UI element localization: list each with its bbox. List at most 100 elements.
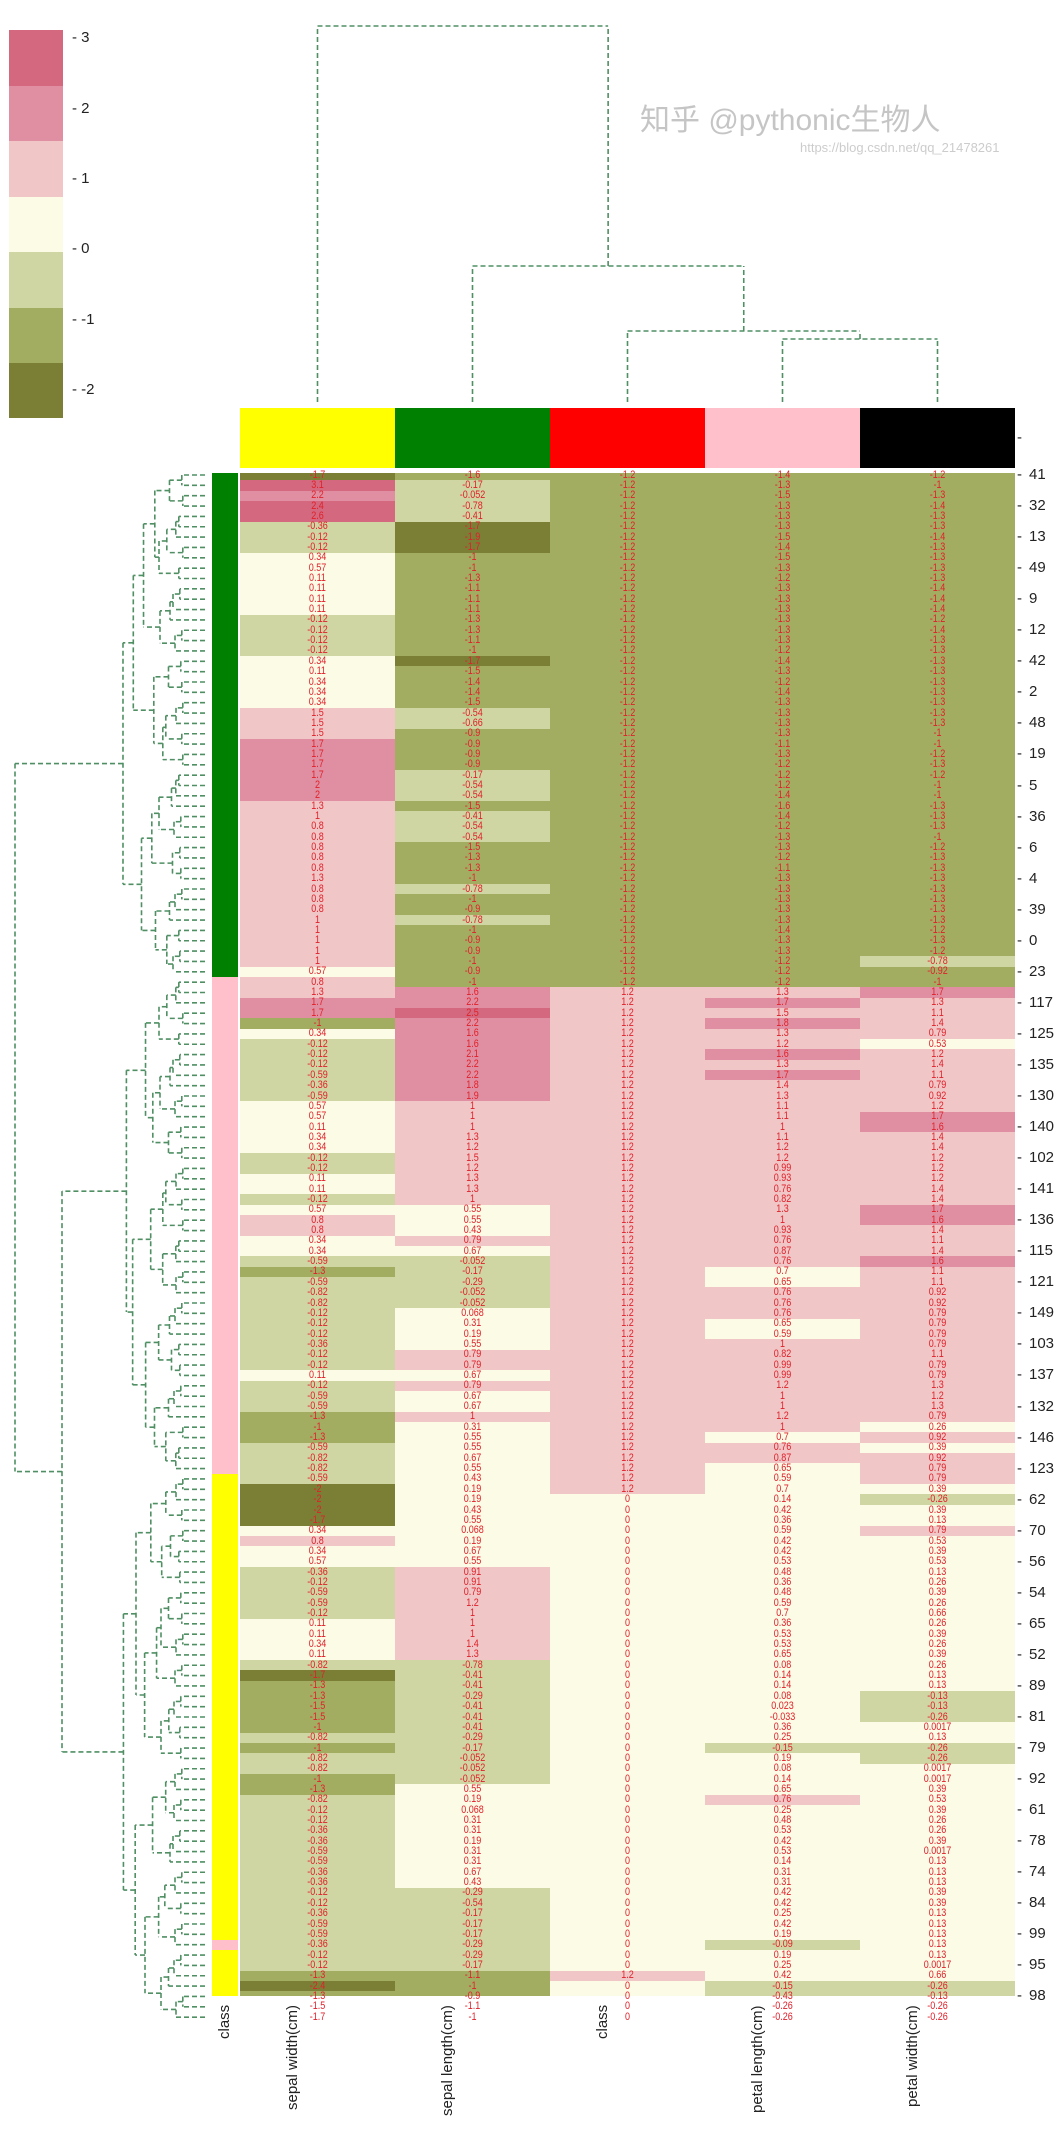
heatmap-cell bbox=[860, 1028, 1015, 1040]
heatmap-cell bbox=[395, 1390, 550, 1402]
heatmap-cell bbox=[395, 1256, 550, 1268]
heatmap-cell bbox=[860, 873, 1015, 885]
heatmap-cell bbox=[395, 914, 550, 926]
heatmap-cell bbox=[240, 1535, 395, 1547]
heatmap-cell bbox=[550, 1898, 705, 1910]
column-color-swatch bbox=[860, 408, 1015, 468]
heatmap-cell bbox=[240, 1028, 395, 1040]
heatmap-cell bbox=[550, 1794, 705, 1806]
heatmap-cell bbox=[240, 1980, 395, 1992]
heatmap-cell bbox=[705, 1722, 860, 1734]
heatmap-cell bbox=[240, 1939, 395, 1951]
row-tick-mark: - bbox=[1017, 1583, 1022, 1601]
heatmap-cell bbox=[860, 1111, 1015, 1123]
heatmap-cell bbox=[550, 676, 705, 688]
heatmap-cell bbox=[705, 676, 860, 688]
row-tick-mark: - bbox=[1017, 776, 1022, 794]
row-tick-mark: - bbox=[1017, 745, 1022, 763]
heatmap-cell bbox=[550, 801, 705, 812]
heatmap-cell bbox=[705, 1080, 860, 1092]
heatmap-cell bbox=[705, 1908, 860, 1920]
row-tick-label: 146 bbox=[1029, 1428, 1055, 1446]
heatmap-cell bbox=[395, 1266, 550, 1278]
heatmap-cell bbox=[860, 1194, 1015, 1206]
heatmap-cell bbox=[240, 1328, 395, 1340]
heatmap-cell bbox=[240, 1991, 395, 1996]
heatmap-cell bbox=[860, 1618, 1015, 1630]
row-tick-label: 117 bbox=[1029, 993, 1053, 1011]
heatmap-cell bbox=[860, 1349, 1015, 1361]
heatmap-cell bbox=[395, 1204, 550, 1216]
heatmap-cell bbox=[860, 863, 1015, 875]
heatmap-cell bbox=[240, 1049, 395, 1061]
row-tick-mark: - bbox=[1017, 1894, 1022, 1912]
heatmap-cell bbox=[240, 832, 395, 843]
heatmap-cell bbox=[705, 935, 860, 947]
heatmap-cell bbox=[550, 1008, 705, 1019]
heatmap-cell bbox=[550, 1411, 705, 1423]
row-tick-label: 12 bbox=[1029, 621, 1046, 639]
heatmap-cell bbox=[550, 656, 705, 668]
heatmap-cell bbox=[240, 1380, 395, 1392]
heatmap-cell bbox=[395, 1215, 550, 1226]
heatmap-cell bbox=[860, 1535, 1015, 1547]
heatmap-cell bbox=[240, 1059, 395, 1071]
heatmap-cell bbox=[550, 780, 705, 792]
heatmap-cell bbox=[705, 1566, 860, 1578]
column-tick-label: petal width(cm) bbox=[903, 2005, 921, 2107]
heatmap-cell bbox=[550, 645, 705, 657]
heatmap-cell bbox=[860, 1246, 1015, 1257]
heatmap-cell bbox=[705, 987, 860, 999]
heatmap-cell bbox=[705, 614, 860, 626]
heatmap-cell bbox=[395, 749, 550, 761]
heatmap-cell bbox=[705, 1515, 860, 1527]
heatmap-cell bbox=[705, 1018, 860, 1030]
row-tick-label: 6 bbox=[1029, 838, 1038, 856]
heatmap-cell bbox=[395, 1991, 550, 1996]
heatmap-cell bbox=[395, 1277, 550, 1289]
heatmap-cell bbox=[395, 1939, 550, 1951]
heatmap-cell bbox=[395, 1587, 550, 1599]
heatmap-cell bbox=[550, 914, 705, 926]
heatmap-cell bbox=[860, 1339, 1015, 1351]
heatmap-cell bbox=[705, 997, 860, 1009]
heatmap-cell bbox=[550, 1970, 705, 1982]
heatmap-cell bbox=[395, 531, 550, 543]
heatmap-cell bbox=[705, 1815, 860, 1827]
heatmap-cell bbox=[395, 1049, 550, 1061]
heatmap-cell bbox=[240, 1825, 395, 1837]
heatmap-cell bbox=[550, 925, 705, 937]
row-tick-label: 81 bbox=[1029, 1708, 1046, 1725]
heatmap-cell bbox=[395, 883, 550, 895]
heatmap-cell bbox=[860, 1401, 1015, 1413]
heatmap-cell bbox=[860, 635, 1015, 647]
row-tick-mark: - bbox=[1017, 1149, 1022, 1167]
heatmap-cell bbox=[705, 1070, 860, 1082]
heatmap-cell bbox=[240, 883, 395, 895]
heatmap-cell bbox=[240, 1929, 395, 1941]
row-color-segment bbox=[212, 1949, 238, 1996]
heatmap-cell bbox=[860, 1049, 1015, 1061]
heatmap-cell bbox=[240, 956, 395, 968]
heatmap-cell bbox=[550, 945, 705, 957]
heatmap-cell bbox=[705, 625, 860, 636]
heatmap-cell bbox=[860, 1804, 1015, 1816]
heatmap-cell bbox=[860, 1546, 1015, 1558]
heatmap-cell bbox=[395, 1173, 550, 1185]
heatmap-cell bbox=[705, 1287, 860, 1299]
heatmap-cell bbox=[860, 1898, 1015, 1910]
heatmap-cell bbox=[395, 1742, 550, 1754]
heatmap-cell bbox=[860, 1090, 1015, 1102]
heatmap-cell bbox=[395, 1339, 550, 1351]
heatmap-cell bbox=[550, 1608, 705, 1620]
colorbar-segment bbox=[9, 307, 63, 364]
row-tick-mark: - bbox=[1017, 1863, 1022, 1881]
heatmap-cell bbox=[705, 749, 860, 761]
heatmap-cell bbox=[395, 1701, 550, 1713]
heatmap-cell bbox=[705, 1008, 860, 1019]
heatmap-cell bbox=[705, 832, 860, 843]
heatmap-cell bbox=[860, 1587, 1015, 1599]
heatmap-cell bbox=[240, 1970, 395, 1982]
heatmap-cell bbox=[705, 1370, 860, 1382]
heatmap-cell bbox=[705, 1877, 860, 1889]
